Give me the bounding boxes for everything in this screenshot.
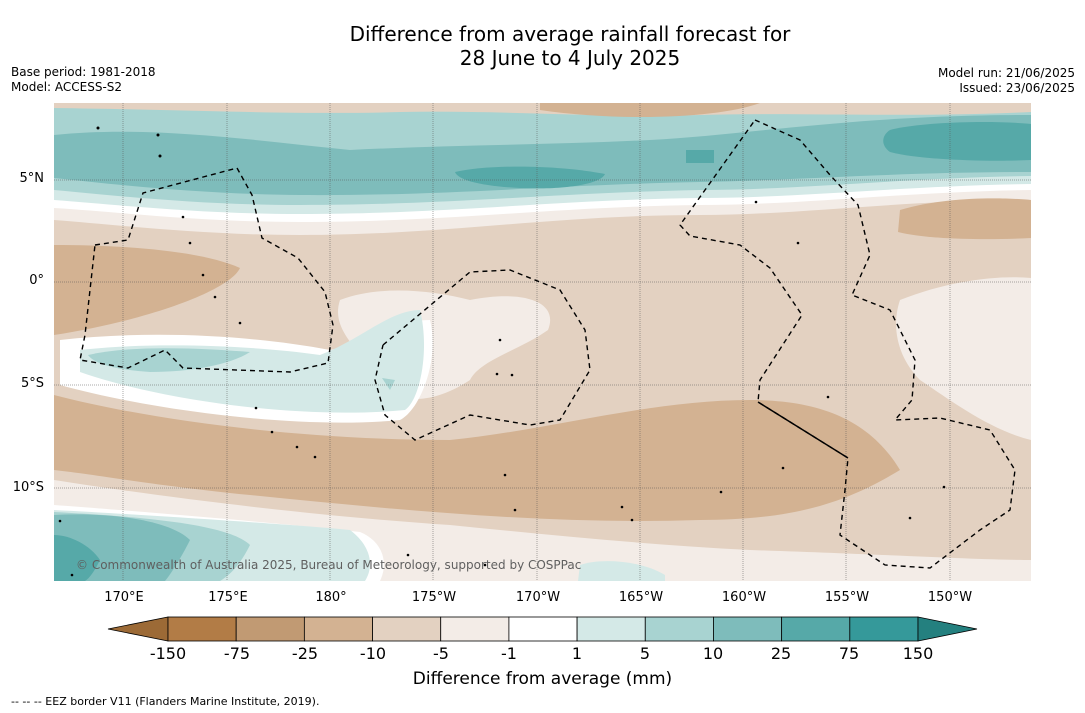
south-wet-light [80, 310, 425, 413]
issued-date: Issued: 23/06/2025 [959, 81, 1075, 95]
title-line-2: 28 June to 4 July 2025 [459, 46, 681, 70]
lat-label-5s: 5°S [20, 376, 44, 391]
dry-patch-west [54, 245, 240, 335]
map-fill-layers [54, 103, 1031, 581]
colorbar-segment [644, 616, 714, 642]
eez-border-south [757, 401, 849, 459]
gridlines [54, 103, 1031, 581]
colorbar-segment [508, 616, 578, 642]
eez-border-line-islands [679, 119, 1016, 569]
lon-label-160w: 160°W [721, 590, 767, 605]
lon-label-175e: 175°E [208, 590, 248, 605]
south-wet-peak-band [54, 535, 100, 581]
wet-patch-small [686, 150, 714, 163]
model-name: Model: ACCESS-S2 [11, 80, 123, 94]
colorbar-segment [576, 616, 646, 642]
lat-label-5n: 5°N [19, 171, 45, 186]
colorbar-label: 5 [639, 644, 651, 663]
colorbar-segment [303, 616, 373, 642]
colorbar-label: -25 [291, 644, 319, 663]
colorbar-label: -10 [359, 644, 387, 663]
lon-label-175w: 175°W [411, 590, 457, 605]
lon-label-150w: 150°W [927, 590, 973, 605]
colorbar-segment [781, 616, 851, 642]
chart-title: Difference from average rainfall forecas… [0, 22, 1085, 70]
colorbar-title: Difference from average (mm) [412, 669, 673, 689]
island-dots [58, 126, 946, 577]
colorbar-arrow-high [917, 616, 978, 642]
lon-label-155w: 155°W [824, 590, 870, 605]
copyright-notice: © Commonwealth of Australia 2025, Bureau… [76, 558, 582, 572]
colorbar-segment [713, 616, 783, 642]
lon-label-170w: 170°W [515, 590, 561, 605]
colorbar-segment [235, 616, 305, 642]
colorbar-arrow-low [107, 616, 169, 642]
south-wet-mid [88, 348, 250, 372]
lat-label-0: 0° [29, 273, 44, 288]
wet-band-core [54, 115, 1031, 196]
base-period: Base period: 1981-2018 [11, 65, 156, 79]
colorbar-segment [167, 616, 237, 642]
eez-borders [79, 119, 1016, 569]
south-wet-spot-east [578, 561, 665, 581]
lat-label-10s: 10°S [12, 480, 44, 495]
model-run: Model run: 21/06/2025 [937, 66, 1075, 80]
colorbar-label: -75 [223, 644, 251, 663]
eez-border-kiribati-west [79, 167, 334, 373]
colorbar-segment [372, 616, 442, 642]
lon-label-170e: 170°E [104, 590, 144, 605]
colorbar-label: -1 [501, 644, 517, 663]
colorbar-segment [849, 616, 919, 642]
dry-patch-east [898, 198, 1031, 240]
colorbar-label: 10 [702, 644, 724, 663]
lon-label-180: 180° [315, 590, 347, 605]
title-line-1: Difference from average rainfall forecas… [349, 22, 791, 46]
meta-right: Model run: 21/06/2025 Issued: 23/06/2025 [938, 66, 1075, 96]
wet-band-peak-central [455, 166, 605, 189]
lon-label-165w: 165°W [618, 590, 664, 605]
meta-left: Base period: 1981-2018 Model: ACCESS-S2 [11, 65, 156, 95]
colorbar-label: 75 [838, 644, 860, 663]
pale-area-east [896, 277, 1031, 440]
top-dry-strip-dark [540, 103, 760, 118]
colorbar-segment [440, 616, 510, 642]
eez-footnote: -- -- -- EEZ border V11 (Flanders Marine… [11, 695, 320, 708]
south-wet-spot [382, 378, 395, 390]
colorbar-label: -5 [433, 644, 449, 663]
south-dry-band [54, 395, 900, 521]
colorbar-label: 25 [770, 644, 792, 663]
colorbar-label: 1 [571, 644, 583, 663]
colorbar-label: 150 [902, 644, 934, 663]
wet-band-peak-east [883, 122, 1031, 161]
eez-border-central [374, 269, 591, 441]
colorbar-label: -150 [149, 644, 187, 663]
